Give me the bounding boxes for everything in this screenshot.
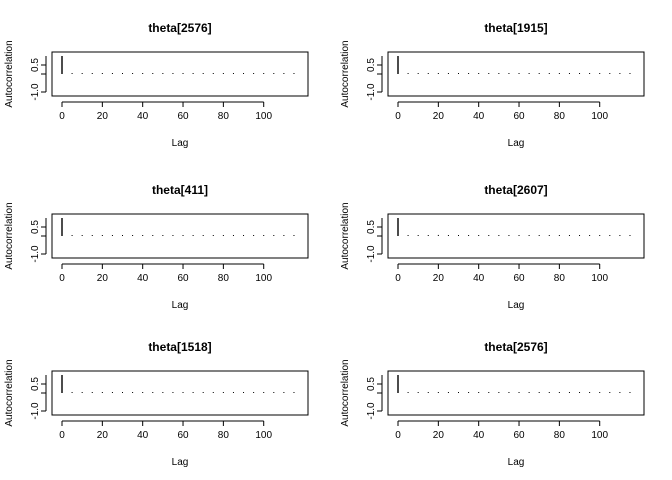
x-tick-label: 60	[177, 111, 189, 122]
y-tick-label: 0.5	[366, 58, 377, 72]
x-tick-label: 80	[554, 430, 566, 441]
y-tick-label: -1.0	[366, 402, 377, 420]
x-tick-label: 40	[137, 111, 149, 122]
x-tick-label: 20	[97, 273, 109, 284]
x-tick-label: 20	[97, 111, 109, 122]
plot-frame	[387, 213, 645, 259]
y-axis-label: Autocorrelation	[340, 202, 351, 269]
y-tick-label: -1.0	[30, 402, 41, 420]
x-tick-label: 80	[554, 111, 566, 122]
x-tick-label: 80	[218, 430, 230, 441]
y-tick-label: -1.0	[366, 83, 377, 101]
acf-panel: theta[2576] 0 20 40 60 80 100 Lag -1.0 0.5 Autocor…	[4, 21, 309, 149]
y-tick-label: 0.5	[30, 377, 41, 391]
x-tick-label: 60	[177, 273, 189, 284]
x-tick-label: 60	[177, 430, 189, 441]
x-tick-label: 20	[97, 430, 109, 441]
plot-frame	[387, 51, 645, 97]
panel-title: theta[2576]	[148, 21, 211, 35]
y-tick-label: -1.0	[30, 83, 41, 101]
panel-title: theta[1518]	[148, 340, 211, 354]
plot-frame	[51, 213, 309, 259]
panel-title: theta[2607]	[484, 183, 547, 197]
panel-title: theta[411]	[152, 183, 208, 197]
x-axis-label: Lag	[508, 138, 525, 149]
y-tick-label: 0.5	[30, 220, 41, 234]
x-tick-label: 40	[473, 273, 485, 284]
y-tick-label: 0.5	[30, 58, 41, 72]
x-tick-label: 100	[591, 111, 608, 122]
x-tick-label: 80	[218, 273, 230, 284]
y-tick-label: -1.0	[366, 245, 377, 263]
acf-panel: theta[2607] 0 20 40 60 80 100 Lag -1.0 0.5 Autocor…	[340, 183, 645, 311]
x-tick-label: 40	[137, 273, 149, 284]
x-tick-label: 60	[513, 430, 525, 441]
y-tick-label: 0.5	[366, 220, 377, 234]
y-axis-label: Autocorrelation	[340, 359, 351, 426]
x-tick-label: 0	[59, 273, 65, 284]
y-axis-label: Autocorrelation	[340, 40, 351, 107]
x-tick-label: 100	[255, 111, 272, 122]
x-tick-label: 0	[59, 111, 65, 122]
y-axis-label: Autocorrelation	[4, 359, 15, 426]
x-axis-label: Lag	[172, 300, 189, 311]
x-tick-label: 40	[473, 111, 485, 122]
x-tick-label: 100	[255, 430, 272, 441]
x-tick-label: 0	[395, 430, 401, 441]
acf-panel: theta[2576] 0 20 40 60 80 100 Lag -1.0 0.5 Autocor…	[340, 340, 645, 468]
x-tick-label: 40	[473, 430, 485, 441]
x-tick-label: 20	[433, 111, 445, 122]
x-tick-label: 0	[395, 273, 401, 284]
acf-panel: theta[411] 0 20 40 60 80 100 Lag -1.0 0.5 Autocorr…	[4, 183, 309, 311]
x-axis-label: Lag	[508, 300, 525, 311]
x-tick-label: 0	[59, 430, 65, 441]
plot-frame	[51, 51, 309, 97]
x-tick-label: 80	[554, 273, 566, 284]
panel-title: theta[1915]	[484, 21, 547, 35]
y-tick-label: -1.0	[30, 245, 41, 263]
x-tick-label: 100	[591, 273, 608, 284]
x-tick-label: 80	[218, 111, 230, 122]
x-tick-label: 40	[137, 430, 149, 441]
x-tick-label: 100	[591, 430, 608, 441]
y-axis-label: Autocorrelation	[4, 202, 15, 269]
x-tick-label: 20	[433, 273, 445, 284]
x-axis-label: Lag	[172, 457, 189, 468]
x-axis-label: Lag	[508, 457, 525, 468]
panel-title: theta[2576]	[484, 340, 547, 354]
plot-frame	[387, 370, 645, 416]
y-tick-label: 0.5	[366, 377, 377, 391]
x-tick-label: 20	[433, 430, 445, 441]
x-tick-label: 60	[513, 273, 525, 284]
x-tick-label: 60	[513, 111, 525, 122]
acf-panel: theta[1915] 0 20 40 60 80 100 Lag -1.0 0.5 Autocor…	[340, 21, 645, 149]
x-axis-label: Lag	[172, 138, 189, 149]
x-tick-label: 0	[395, 111, 401, 122]
x-tick-label: 100	[255, 273, 272, 284]
acf-panel: theta[1518] 0 20 40 60 80 100 Lag -1.0 0.5 Autocor…	[4, 340, 309, 468]
plot-frame	[51, 370, 309, 416]
y-axis-label: Autocorrelation	[4, 40, 15, 107]
